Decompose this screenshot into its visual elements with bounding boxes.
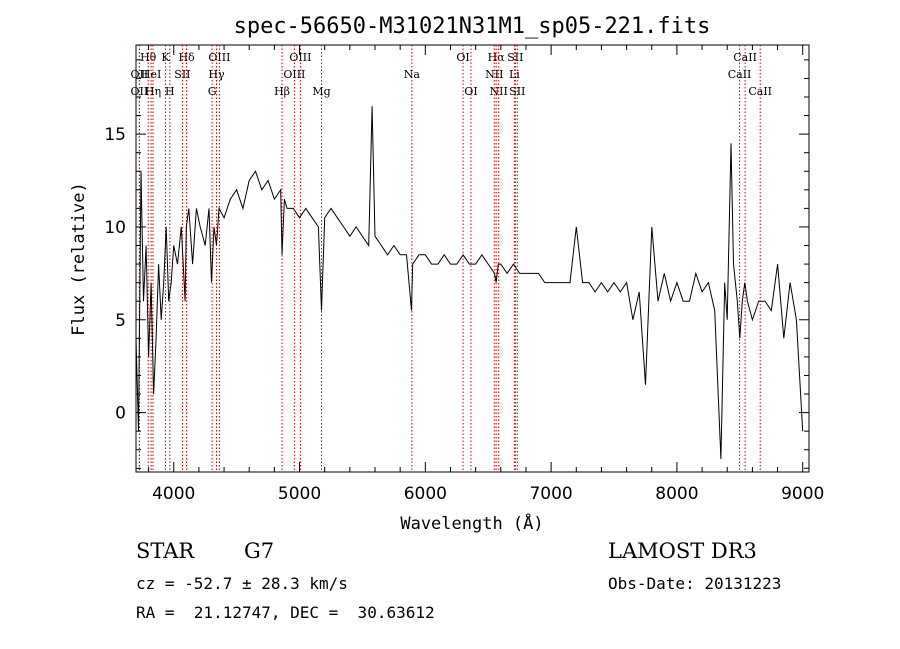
object-class: STAR — [136, 539, 195, 563]
marker-label-24: SII — [509, 85, 525, 98]
spectrum-line — [135, 106, 804, 460]
marker-label-2: HeI — [141, 68, 161, 81]
marker-label-4: Hη — [145, 85, 161, 98]
marker-label-10: Hγ — [208, 68, 225, 81]
marker-label-7: H — [165, 85, 175, 98]
marker-label-18: OI — [464, 85, 477, 98]
x-axis-label: Wavelength (Å) — [400, 512, 543, 534]
y-axis-ticks: 0 5 10 15 — [104, 59, 809, 469]
marker-label-22: Li — [509, 68, 520, 81]
marker-label-12: OIII — [289, 51, 311, 64]
y-tick-label: 10 — [104, 218, 126, 238]
chart-title: spec-56650-M31021N31M1_sp05-221.fits — [234, 14, 711, 39]
survey-name: LAMOST DR3 — [608, 539, 757, 563]
sky-coordinates: RA = 21.12747, DEC = 30.63612 — [136, 603, 435, 622]
marker-label-13: OIII — [283, 68, 305, 81]
marker-label-20: SII — [507, 51, 523, 64]
marker-label-14: Hβ — [274, 85, 290, 98]
marker-label-8: Hδ — [178, 51, 195, 64]
y-tick-label: 15 — [104, 125, 126, 145]
marker-label-19: Hα — [488, 51, 506, 64]
marker-label-21: NII — [485, 68, 503, 81]
spectrum-series-0 — [135, 106, 804, 460]
marker-label-23: NII — [490, 85, 508, 98]
marker-label-17: OI — [456, 51, 469, 64]
marker-label-15: Mg — [312, 85, 330, 98]
marker-label-3: OII — [131, 85, 149, 98]
marker-label-5: K — [161, 51, 170, 64]
x-tick-label: 5000 — [278, 484, 321, 504]
marker-label-27: CaII — [748, 85, 772, 98]
y-axis-label: Flux (relative) — [69, 182, 89, 336]
y-tick-label: 5 — [115, 311, 126, 331]
plot-frame — [135, 44, 810, 473]
marker-label-16: Na — [404, 68, 421, 81]
y-tick-label: 0 — [115, 404, 126, 424]
marker-label-25: CaII — [733, 51, 757, 64]
x-tick-label: 4000 — [152, 484, 195, 504]
marker-label-11: G — [208, 85, 217, 98]
marker-label-0: Hθ — [140, 51, 157, 64]
marker-label-9: OIII — [208, 51, 230, 64]
marker-label-6: SII — [174, 68, 190, 81]
x-axis-ticks: 4000 5000 6000 7000 8000 9000 — [148, 45, 824, 504]
redshift-value: cz = -52.7 ± 28.3 km/s — [136, 574, 348, 593]
x-tick-label: 8000 — [655, 484, 698, 504]
object-subclass: G7 — [244, 539, 275, 563]
x-tick-label: 9000 — [781, 484, 824, 504]
x-tick-label: 6000 — [404, 484, 447, 504]
observation-date: Obs-Date: 20131223 — [608, 574, 782, 593]
x-tick-label: 7000 — [529, 484, 572, 504]
marker-label-26: CaII — [728, 68, 752, 81]
